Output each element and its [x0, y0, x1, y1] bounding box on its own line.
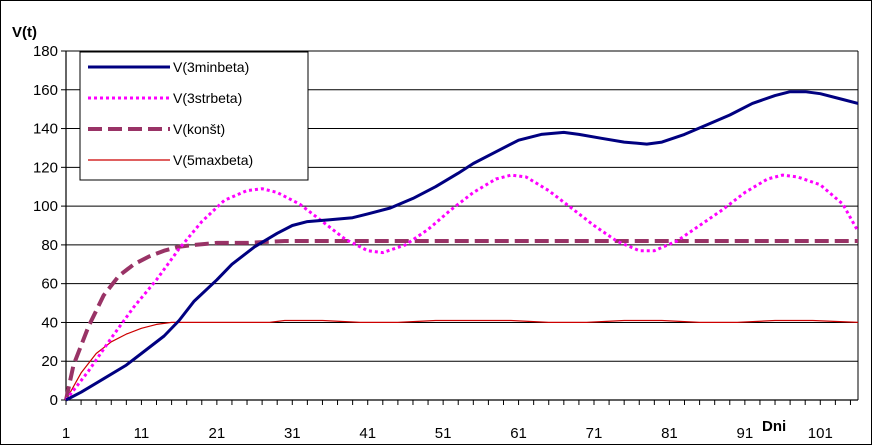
x-tick-label-41: 41 — [359, 425, 376, 442]
y-tick-label-120: 120 — [33, 159, 58, 176]
y-tick-label-160: 160 — [33, 82, 58, 99]
x-tick-label-11: 11 — [134, 425, 150, 442]
x-tick-label-61: 61 — [510, 425, 527, 442]
series-line-0 — [65, 90, 859, 402]
series-line-3 — [65, 319, 859, 401]
x-tick-label-91: 91 — [737, 425, 754, 442]
legend-label-3: V(5maxbeta) — [173, 152, 253, 168]
x-axis-title: Dni — [762, 418, 786, 435]
series-line-1 — [64, 173, 860, 401]
y-tick-label-140: 140 — [33, 121, 58, 138]
x-tick-label-71: 71 — [586, 425, 603, 442]
y-axis-title: V(t) — [12, 24, 37, 41]
x-tick-label-101: 101 — [808, 425, 833, 442]
x-tick-label-81: 81 — [661, 425, 678, 442]
y-tick-label-80: 80 — [41, 237, 58, 254]
y-tick-label-100: 100 — [33, 198, 58, 215]
axes — [61, 50, 859, 405]
x-tick-label-51: 51 — [435, 425, 452, 442]
x-tick-label-1: 1 — [62, 425, 70, 442]
legend: V(3minbeta) V(3strbeta) V(konšt) V(5maxbeta… — [79, 51, 309, 181]
legend-label-1: V(3strbeta) — [173, 90, 242, 106]
x-tick-label-21: 21 — [209, 425, 226, 442]
series-lines — [64, 90, 860, 402]
y-tick-labels: 0 20 40 60 80 100 120 140 160 180 — [33, 43, 58, 409]
y-tick-label-40: 40 — [41, 314, 58, 331]
y-tick-label-60: 60 — [41, 276, 58, 293]
x-tick-labels: 1 11 21 31 41 51 61 71 81 91 101 — [62, 425, 833, 442]
y-tick-label-20: 20 — [41, 353, 58, 370]
y-tick-label-0: 0 — [50, 392, 58, 409]
legend-box — [79, 51, 309, 181]
legend-label-0: V(3minbeta) — [173, 59, 249, 75]
x-tick-label-31: 31 — [284, 425, 301, 442]
y-tick-label-180: 180 — [33, 43, 58, 60]
series-line-2 — [64, 239, 858, 401]
legend-label-2: V(konšt) — [173, 121, 225, 137]
